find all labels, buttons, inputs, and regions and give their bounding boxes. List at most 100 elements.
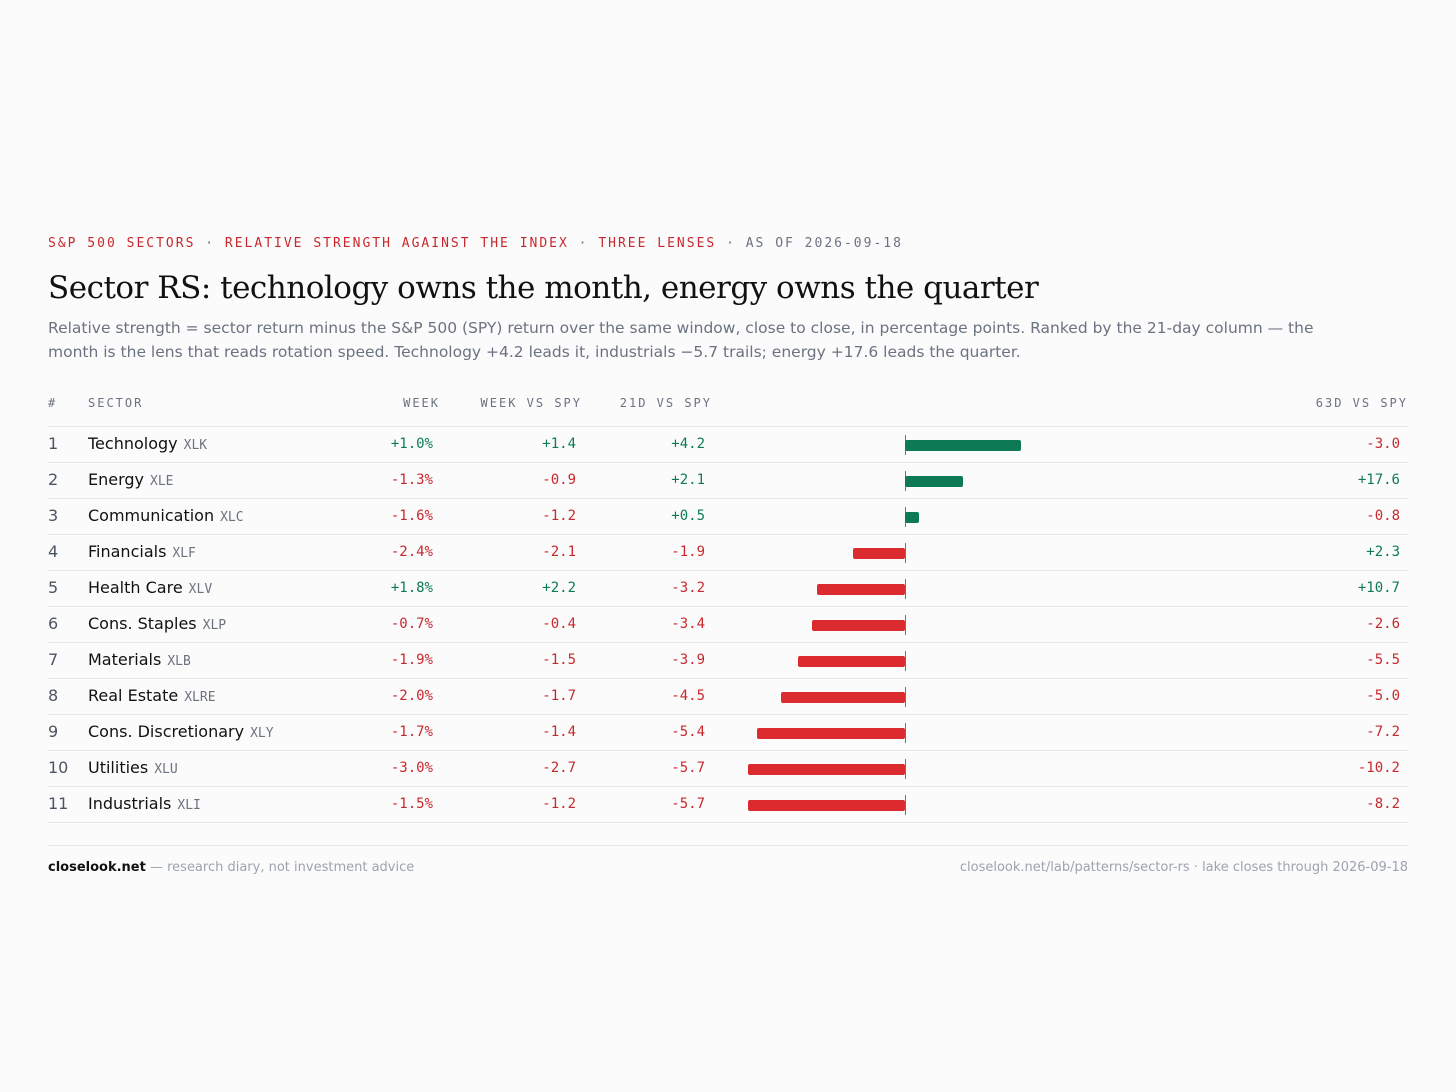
table-row: 5 Health Care XLV +1.8% +2.2 -3.2 +10.7 — [48, 571, 1408, 607]
d63-vs-spy: -8.2 — [1366, 796, 1400, 812]
table-row: 1 Technology XLK +1.0% +1.4 +4.2 -3.0 — [48, 427, 1408, 463]
sector-table: # SECTOR WEEK WEEK VS SPY 21D VS SPY 63D… — [48, 396, 1408, 823]
week-vs-spy: -2.1 — [542, 544, 576, 560]
sector-name: Communication XLC — [88, 499, 244, 535]
sector-name: Technology XLK — [88, 427, 207, 463]
col-header-21d-vs-spy: 21D VS SPY — [619, 396, 712, 410]
rs-bar — [781, 692, 905, 703]
d21-vs-spy: +4.2 — [671, 436, 705, 452]
eyebrow-separator: · — [726, 236, 736, 251]
rank: 7 — [48, 650, 59, 669]
d21-vs-spy: -5.7 — [671, 796, 705, 812]
rs-bar — [817, 584, 905, 595]
rs-bar — [797, 656, 905, 667]
col-header-63d-vs-spy: 63D VS SPY — [1315, 396, 1408, 410]
sector-name: Real Estate XLRE — [88, 679, 216, 715]
footer: closelook.net — research diary, not inve… — [48, 845, 1408, 880]
sector-name: Health Care XLV — [88, 571, 212, 607]
table-row: 10 Utilities XLU -3.0% -2.7 -5.7 -10.2 — [48, 751, 1408, 787]
d21-vs-spy: +2.1 — [671, 472, 705, 488]
ticker: XLU — [154, 762, 178, 777]
rank: 2 — [48, 470, 59, 489]
week-vs-spy: -1.2 — [542, 796, 576, 812]
table-row: 6 Cons. Staples XLP -0.7% -0.4 -3.4 -2.6 — [48, 607, 1408, 643]
rs-bar — [905, 476, 963, 487]
d21-vs-spy: -5.7 — [671, 760, 705, 776]
as-of-date: AS OF 2026-09-18 — [745, 236, 903, 251]
rank: 6 — [48, 614, 59, 633]
col-header-rank: # — [48, 396, 58, 410]
d21-vs-spy: -3.2 — [671, 580, 705, 596]
week-vs-spy: -1.5 — [542, 652, 576, 668]
week-return: +1.8% — [390, 580, 433, 596]
d63-vs-spy: -5.5 — [1366, 652, 1400, 668]
ticker: XLRE — [184, 690, 216, 705]
week-return: -2.0% — [390, 688, 433, 704]
footer-brand[interactable]: closelook.net — [48, 860, 146, 875]
sector-name: Industrials XLI — [88, 787, 201, 823]
chart-subtitle: Relative strength = sector return minus … — [48, 319, 1314, 361]
ticker: XLC — [220, 510, 244, 525]
d63-vs-spy: -10.2 — [1357, 760, 1400, 776]
rank: 10 — [48, 758, 69, 777]
sector-label: Materials — [88, 650, 162, 669]
table-row: 3 Communication XLC -1.6% -1.2 +0.5 -0.8 — [48, 499, 1408, 535]
ticker: XLV — [188, 582, 213, 597]
sector-label: Health Care — [88, 578, 183, 597]
week-vs-spy: -2.7 — [542, 760, 576, 776]
zero-line — [905, 795, 906, 815]
table-row: 2 Energy XLE -1.3% -0.9 +2.1 +17.6 — [48, 463, 1408, 499]
ticker: XLF — [172, 546, 196, 561]
rank: 9 — [48, 722, 59, 741]
week-return: +1.0% — [390, 436, 433, 452]
table-body: 1 Technology XLK +1.0% +1.4 +4.2 -3.0 2 Energy XL… — [48, 427, 1408, 823]
zero-line — [905, 651, 906, 671]
zero-line — [905, 543, 906, 563]
sector-name: Financials XLF — [88, 535, 196, 571]
week-return: -1.3% — [390, 472, 433, 488]
sector-label: Cons. Staples — [88, 614, 197, 633]
week-return: -2.4% — [390, 544, 433, 560]
week-vs-spy: -0.9 — [542, 472, 576, 488]
d21-vs-spy: -4.5 — [671, 688, 705, 704]
sector-name: Cons. Discretionary XLY — [88, 715, 274, 751]
rank: 3 — [48, 506, 59, 525]
week-vs-spy: -1.4 — [542, 724, 576, 740]
week-return: -1.6% — [390, 508, 433, 524]
sector-label: Industrials — [88, 794, 172, 813]
sector-label: Utilities — [88, 758, 149, 777]
d63-vs-spy: +2.3 — [1366, 544, 1400, 560]
rank: 4 — [48, 542, 59, 561]
d63-vs-spy: -7.2 — [1366, 724, 1400, 740]
week-return: -1.9% — [390, 652, 433, 668]
d63-vs-spy: +10.7 — [1357, 580, 1400, 596]
ticker: XLP — [202, 618, 227, 633]
zero-line — [905, 759, 906, 779]
rs-bar — [756, 728, 905, 739]
d63-vs-spy: -0.8 — [1366, 508, 1400, 524]
ticker: XLE — [150, 474, 174, 489]
eyebrow-part: S&P 500 SECTORS — [48, 236, 196, 251]
col-header-week: WEEK — [403, 396, 440, 410]
d63-vs-spy: +17.6 — [1357, 472, 1400, 488]
footer-source[interactable]: closelook.net/lab/patterns/sector-rs · l… — [959, 860, 1408, 875]
d63-vs-spy: -5.0 — [1366, 688, 1400, 704]
col-header-sector: SECTOR — [88, 396, 144, 410]
sector-label: Cons. Discretionary — [88, 722, 245, 741]
rs-bar — [748, 800, 905, 811]
zero-line — [905, 687, 906, 707]
week-vs-spy: -1.7 — [542, 688, 576, 704]
zero-line — [905, 723, 906, 743]
sector-name: Materials XLB — [88, 643, 191, 679]
eyebrow-part: RELATIVE STRENGTH AGAINST THE INDEX — [224, 236, 569, 251]
sector-label: Energy — [88, 470, 145, 489]
rs-bar — [811, 620, 905, 631]
table-row: 9 Cons. Discretionary XLY -1.7% -1.4 -5.4 -7.2 — [48, 715, 1408, 751]
rank: 1 — [48, 434, 59, 453]
ticker: XLK — [183, 438, 208, 453]
table-row: 4 Financials XLF -2.4% -2.1 -1.9 +2.3 — [48, 535, 1408, 571]
rs-bar — [905, 512, 919, 523]
d63-vs-spy: -3.0 — [1366, 436, 1400, 452]
d21-vs-spy: -5.4 — [671, 724, 705, 740]
d21-vs-spy: -3.9 — [671, 652, 705, 668]
